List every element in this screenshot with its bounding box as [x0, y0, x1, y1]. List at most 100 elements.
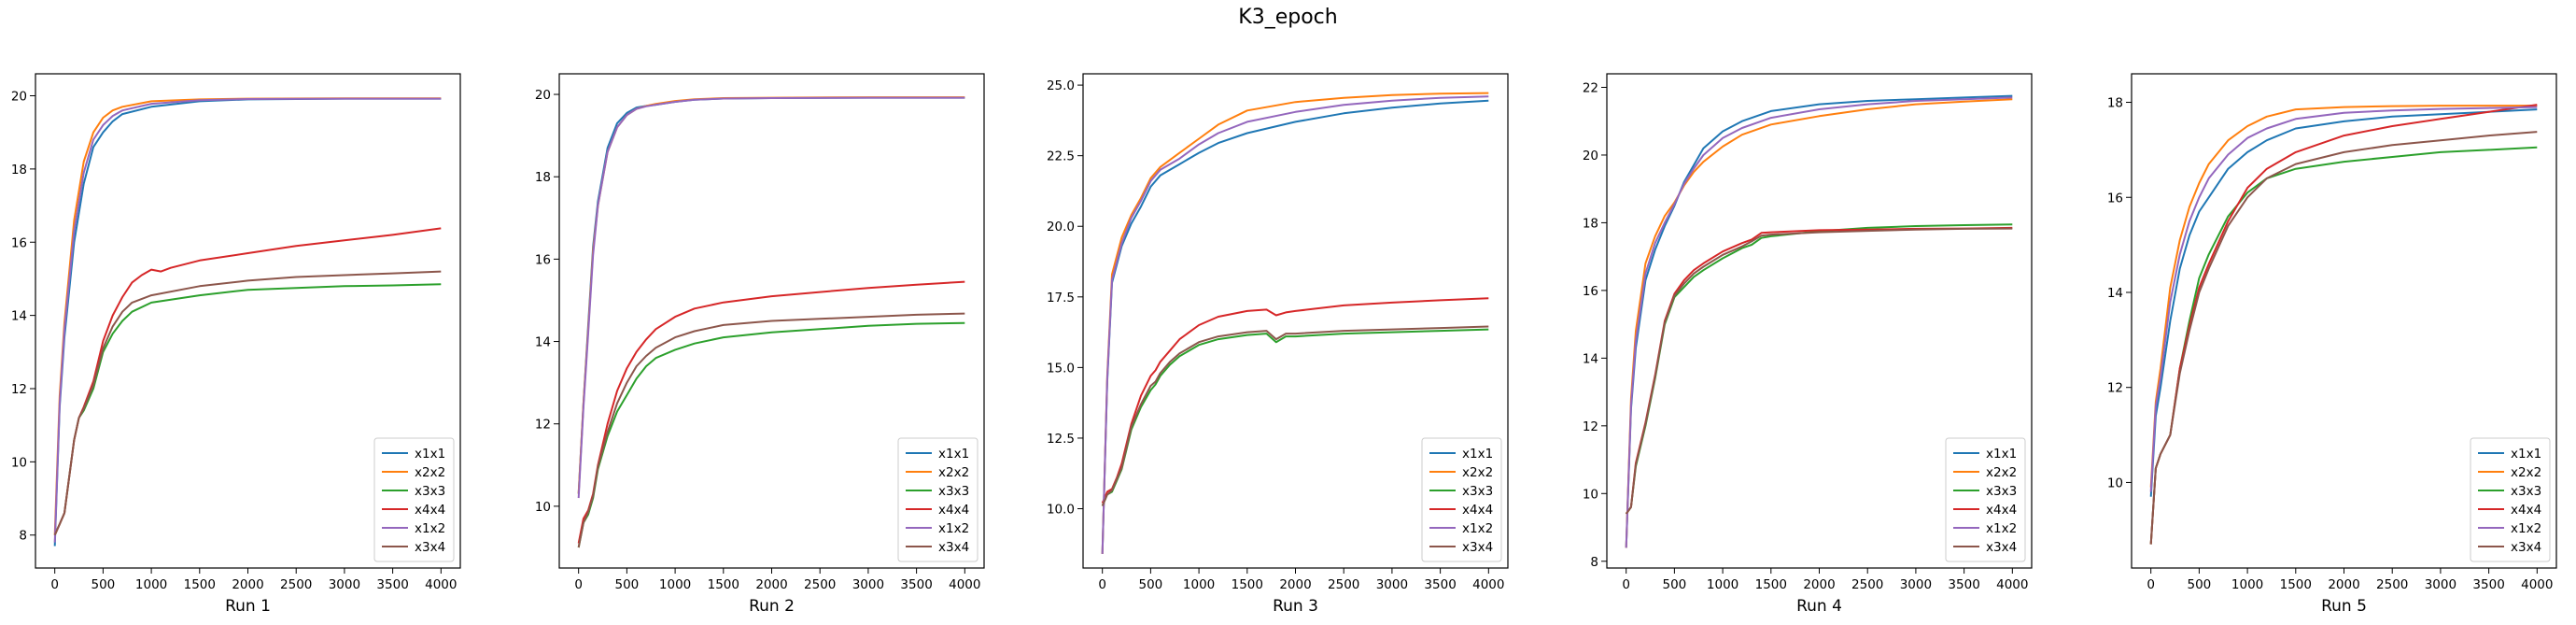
legend-label-x1x2: x1x2	[2511, 521, 2541, 536]
subplot-1: 0 500 1000 1500 2000 2500 3000 3500 4000 8 10 12 14 1…	[11, 73, 461, 616]
y-tick-label: 22	[1583, 80, 1598, 95]
y-tick-label: 8	[19, 529, 27, 544]
y-tick-label: 16	[535, 252, 551, 267]
y-tick-label: 17.5	[1047, 291, 1075, 305]
figure-title: K3_epoch	[1238, 6, 1338, 29]
legend-label-x1x1: x1x1	[938, 447, 969, 462]
series-line-x3x4	[2149, 131, 2538, 545]
x-tick-label: 0	[2147, 577, 2155, 592]
legend-label-x3x3: x3x3	[1986, 484, 2017, 499]
x-tick-label: 0	[1622, 577, 1630, 592]
y-tick-label: 10	[11, 455, 27, 470]
y-tick-label: 15.0	[1047, 361, 1075, 376]
x-tick-label: 1000	[659, 577, 691, 592]
x-tick-label: 2000	[1279, 577, 1311, 592]
legend-label-x4x4: x4x4	[415, 503, 445, 518]
x-axis-label: Run 3	[1273, 597, 1318, 616]
x-tick-label: 2500	[2376, 577, 2408, 592]
legend-label-x3x4: x3x4	[2511, 540, 2541, 555]
subplot-4: 0 500 1000 1500 2000 2500 3000 3500 4000 8 10 12 14 1…	[1583, 73, 2033, 616]
y-tick-label: 14	[2107, 286, 2123, 301]
x-tick-label: 4000	[1472, 577, 1504, 592]
x-tick-label: 2500	[1328, 577, 1359, 592]
y-tick-label: 12	[2107, 381, 2123, 396]
y-tick-label: 16	[2107, 191, 2123, 206]
x-tick-label: 4000	[2521, 577, 2553, 592]
legend-label-x3x4: x3x4	[1986, 540, 2017, 555]
legend: x1x1 x2x2 x3x3 x4x4 x1x2 x3x4	[373, 437, 455, 562]
y-tick-label: 12	[1583, 419, 1598, 434]
x-tick-label: 2000	[1803, 577, 1835, 592]
x-tick-label: 2000	[2328, 577, 2359, 592]
x-axis-label: Run 1	[225, 597, 271, 616]
legend-box	[897, 437, 978, 562]
y-tick-label: 20	[11, 90, 27, 105]
legend-label-x1x2: x1x2	[415, 521, 445, 536]
x-tick-label: 3500	[900, 577, 932, 592]
y-tick-label: 14	[11, 309, 27, 324]
legend-label-x4x4: x4x4	[2511, 503, 2541, 518]
x-tick-label: 0	[1098, 577, 1106, 592]
legend-label-x1x2: x1x2	[1986, 521, 2017, 536]
legend-label-x3x3: x3x3	[415, 484, 445, 499]
legend: x1x1 x2x2 x3x3 x4x4 x1x2 x3x4	[897, 437, 978, 562]
subplot-3: 0 500 1000 1500 2000 2500 3000 3500 4000 10.0 12.5…	[1047, 73, 1509, 616]
x-tick-label: 2000	[755, 577, 787, 592]
series-line-x2x2	[2149, 105, 2538, 488]
y-tick-label: 10	[2107, 476, 2123, 490]
legend-box	[373, 437, 455, 562]
subplot-5: 0 500 1000 1500 2000 2500 3000 3500 4000 10 12 14 16…	[2107, 73, 2557, 616]
x-tick-label: 3500	[1424, 577, 1456, 592]
legend-label-x3x4: x3x4	[1462, 540, 1493, 555]
y-tick-label: 18	[11, 163, 27, 178]
legend: x1x1 x2x2 x3x3 x4x4 x1x2 x3x4	[1945, 437, 2026, 562]
series-line-x2x2	[1101, 92, 1489, 554]
x-tick-label: 1000	[135, 577, 167, 592]
legend: x1x1 x2x2 x3x3 x4x4 x1x2 x3x4	[1421, 437, 1502, 562]
legend-label-x2x2: x2x2	[2511, 465, 2541, 480]
x-tick-label: 3000	[2425, 577, 2456, 592]
legend-label-x1x2: x1x2	[938, 521, 969, 536]
legend-label-x2x2: x2x2	[415, 465, 445, 480]
x-tick-label: 3000	[852, 577, 884, 592]
legend-label-x3x4: x3x4	[938, 540, 969, 555]
series-line-x2x2	[1625, 98, 2013, 548]
x-tick-label: 500	[91, 577, 115, 592]
y-tick-label: 14	[1583, 351, 1598, 366]
legend-label-x1x1: x1x1	[2511, 447, 2541, 462]
series-line-x1x1	[1625, 94, 2013, 548]
series-line-x1x2	[53, 97, 442, 543]
series-line-x3x4	[1101, 325, 1489, 506]
legend-label-x4x4: x4x4	[938, 503, 969, 518]
legend-label-x1x2: x1x2	[1462, 521, 1493, 536]
x-tick-label: 4000	[425, 577, 457, 592]
legend: x1x1 x2x2 x3x3 x4x4 x1x2 x3x4	[2470, 437, 2551, 562]
series-line-x1x2	[1625, 96, 2013, 548]
x-axis-label: Run 5	[2321, 597, 2367, 616]
x-tick-label: 500	[614, 577, 639, 592]
y-tick-label: 8	[1590, 555, 1598, 570]
series-line-x3x4	[1625, 227, 2013, 515]
x-tick-label: 2500	[1851, 577, 1883, 592]
legend-label-x2x2: x2x2	[1986, 465, 2017, 480]
y-tick-label: 18	[1583, 216, 1598, 231]
legend-box	[2470, 437, 2551, 562]
x-tick-label: 1500	[2280, 577, 2312, 592]
y-tick-label: 10	[535, 500, 551, 515]
y-tick-label: 25.0	[1047, 78, 1075, 93]
subplot-2: 0 500 1000 1500 2000 2500 3000 3500 4000 10 12 14 16…	[535, 73, 985, 616]
y-tick-label: 16	[11, 235, 27, 250]
x-tick-label: 1500	[708, 577, 739, 592]
x-tick-label: 2000	[232, 577, 263, 592]
x-tick-label: 3000	[329, 577, 360, 592]
legend-label-x1x1: x1x1	[1462, 447, 1493, 462]
x-tick-label: 4000	[949, 577, 980, 592]
x-tick-label: 0	[50, 577, 59, 592]
legend-label-x3x4: x3x4	[415, 540, 445, 555]
legend-label-x3x3: x3x3	[2511, 484, 2541, 499]
y-tick-label: 10.0	[1047, 503, 1075, 518]
y-tick-label: 16	[1583, 284, 1598, 299]
legend-label-x2x2: x2x2	[938, 465, 969, 480]
